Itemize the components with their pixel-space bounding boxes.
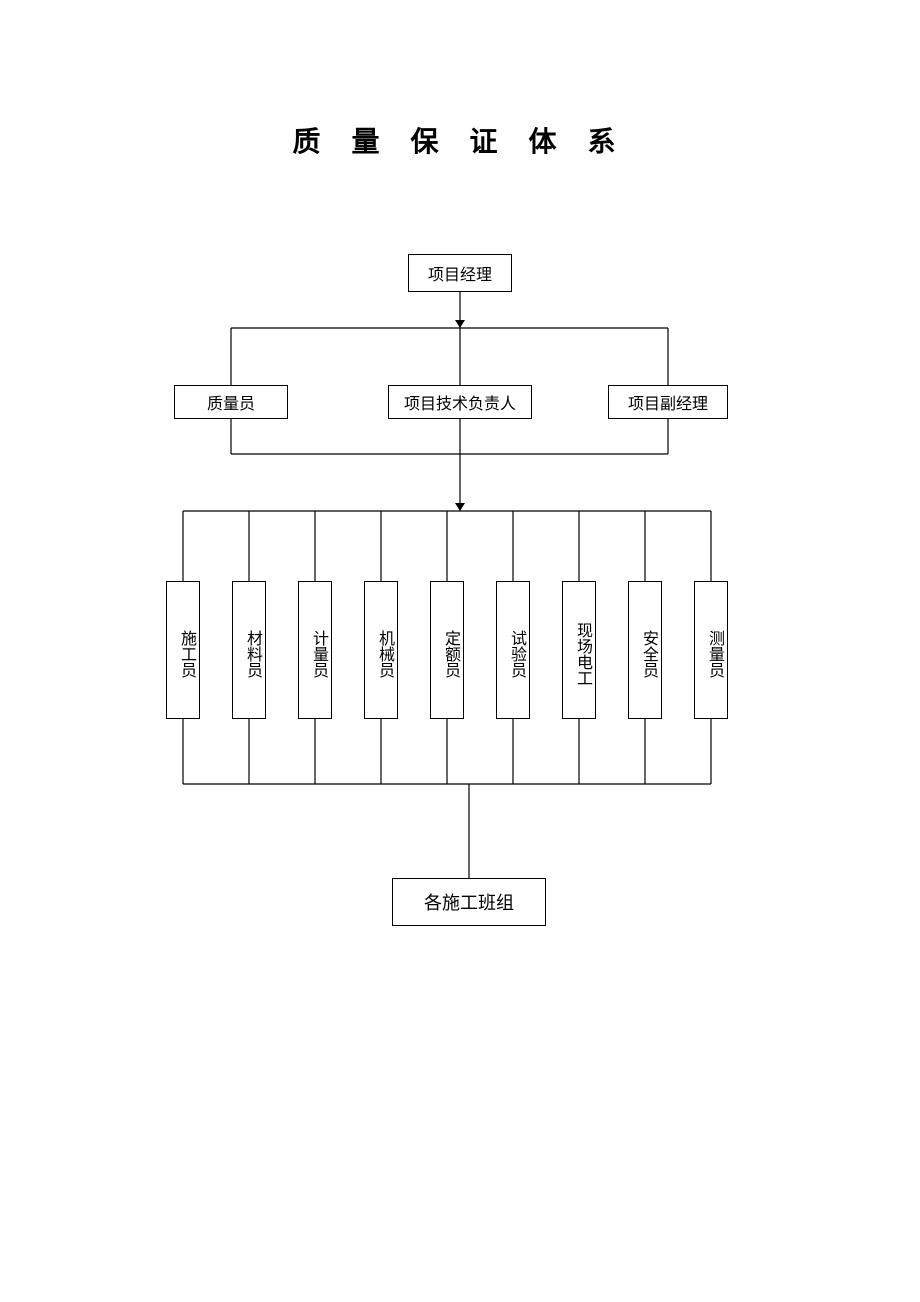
node-project-manager: 项目经理 [408, 254, 512, 292]
level3-label: 施工员 [173, 630, 199, 678]
node-deputy-manager: 项目副经理 [608, 385, 728, 419]
node-quality-officer: 质量员 [174, 385, 288, 419]
node-label: 各施工班组 [424, 889, 514, 915]
level3-label: 安全员 [635, 630, 661, 678]
level3-node: 定额员 [430, 581, 464, 719]
level3-node: 计量员 [298, 581, 332, 719]
node-label: 项目技术负责人 [404, 390, 516, 414]
level3-label: 材料员 [239, 630, 265, 678]
level3-label: 机械员 [371, 630, 397, 678]
node-construction-teams: 各施工班组 [392, 878, 546, 926]
level3-label: 现场电工 [569, 622, 595, 686]
level3-node: 机械员 [364, 581, 398, 719]
level3-label: 计量员 [305, 630, 331, 678]
node-label: 质量员 [207, 390, 255, 414]
node-label: 项目经理 [428, 261, 492, 285]
level3-node: 现场电工 [562, 581, 596, 719]
level3-node: 安全员 [628, 581, 662, 719]
level3-node: 试验员 [496, 581, 530, 719]
level3-label: 测量员 [701, 630, 727, 678]
level3-node: 施工员 [166, 581, 200, 719]
level3-label: 试验员 [503, 630, 529, 678]
page-title: 质 量 保 证 体 系 [0, 120, 920, 160]
node-label: 项目副经理 [628, 390, 708, 414]
level3-node: 材料员 [232, 581, 266, 719]
node-tech-lead: 项目技术负责人 [388, 385, 532, 419]
level3-node: 测量员 [694, 581, 728, 719]
level3-label: 定额员 [437, 630, 463, 678]
